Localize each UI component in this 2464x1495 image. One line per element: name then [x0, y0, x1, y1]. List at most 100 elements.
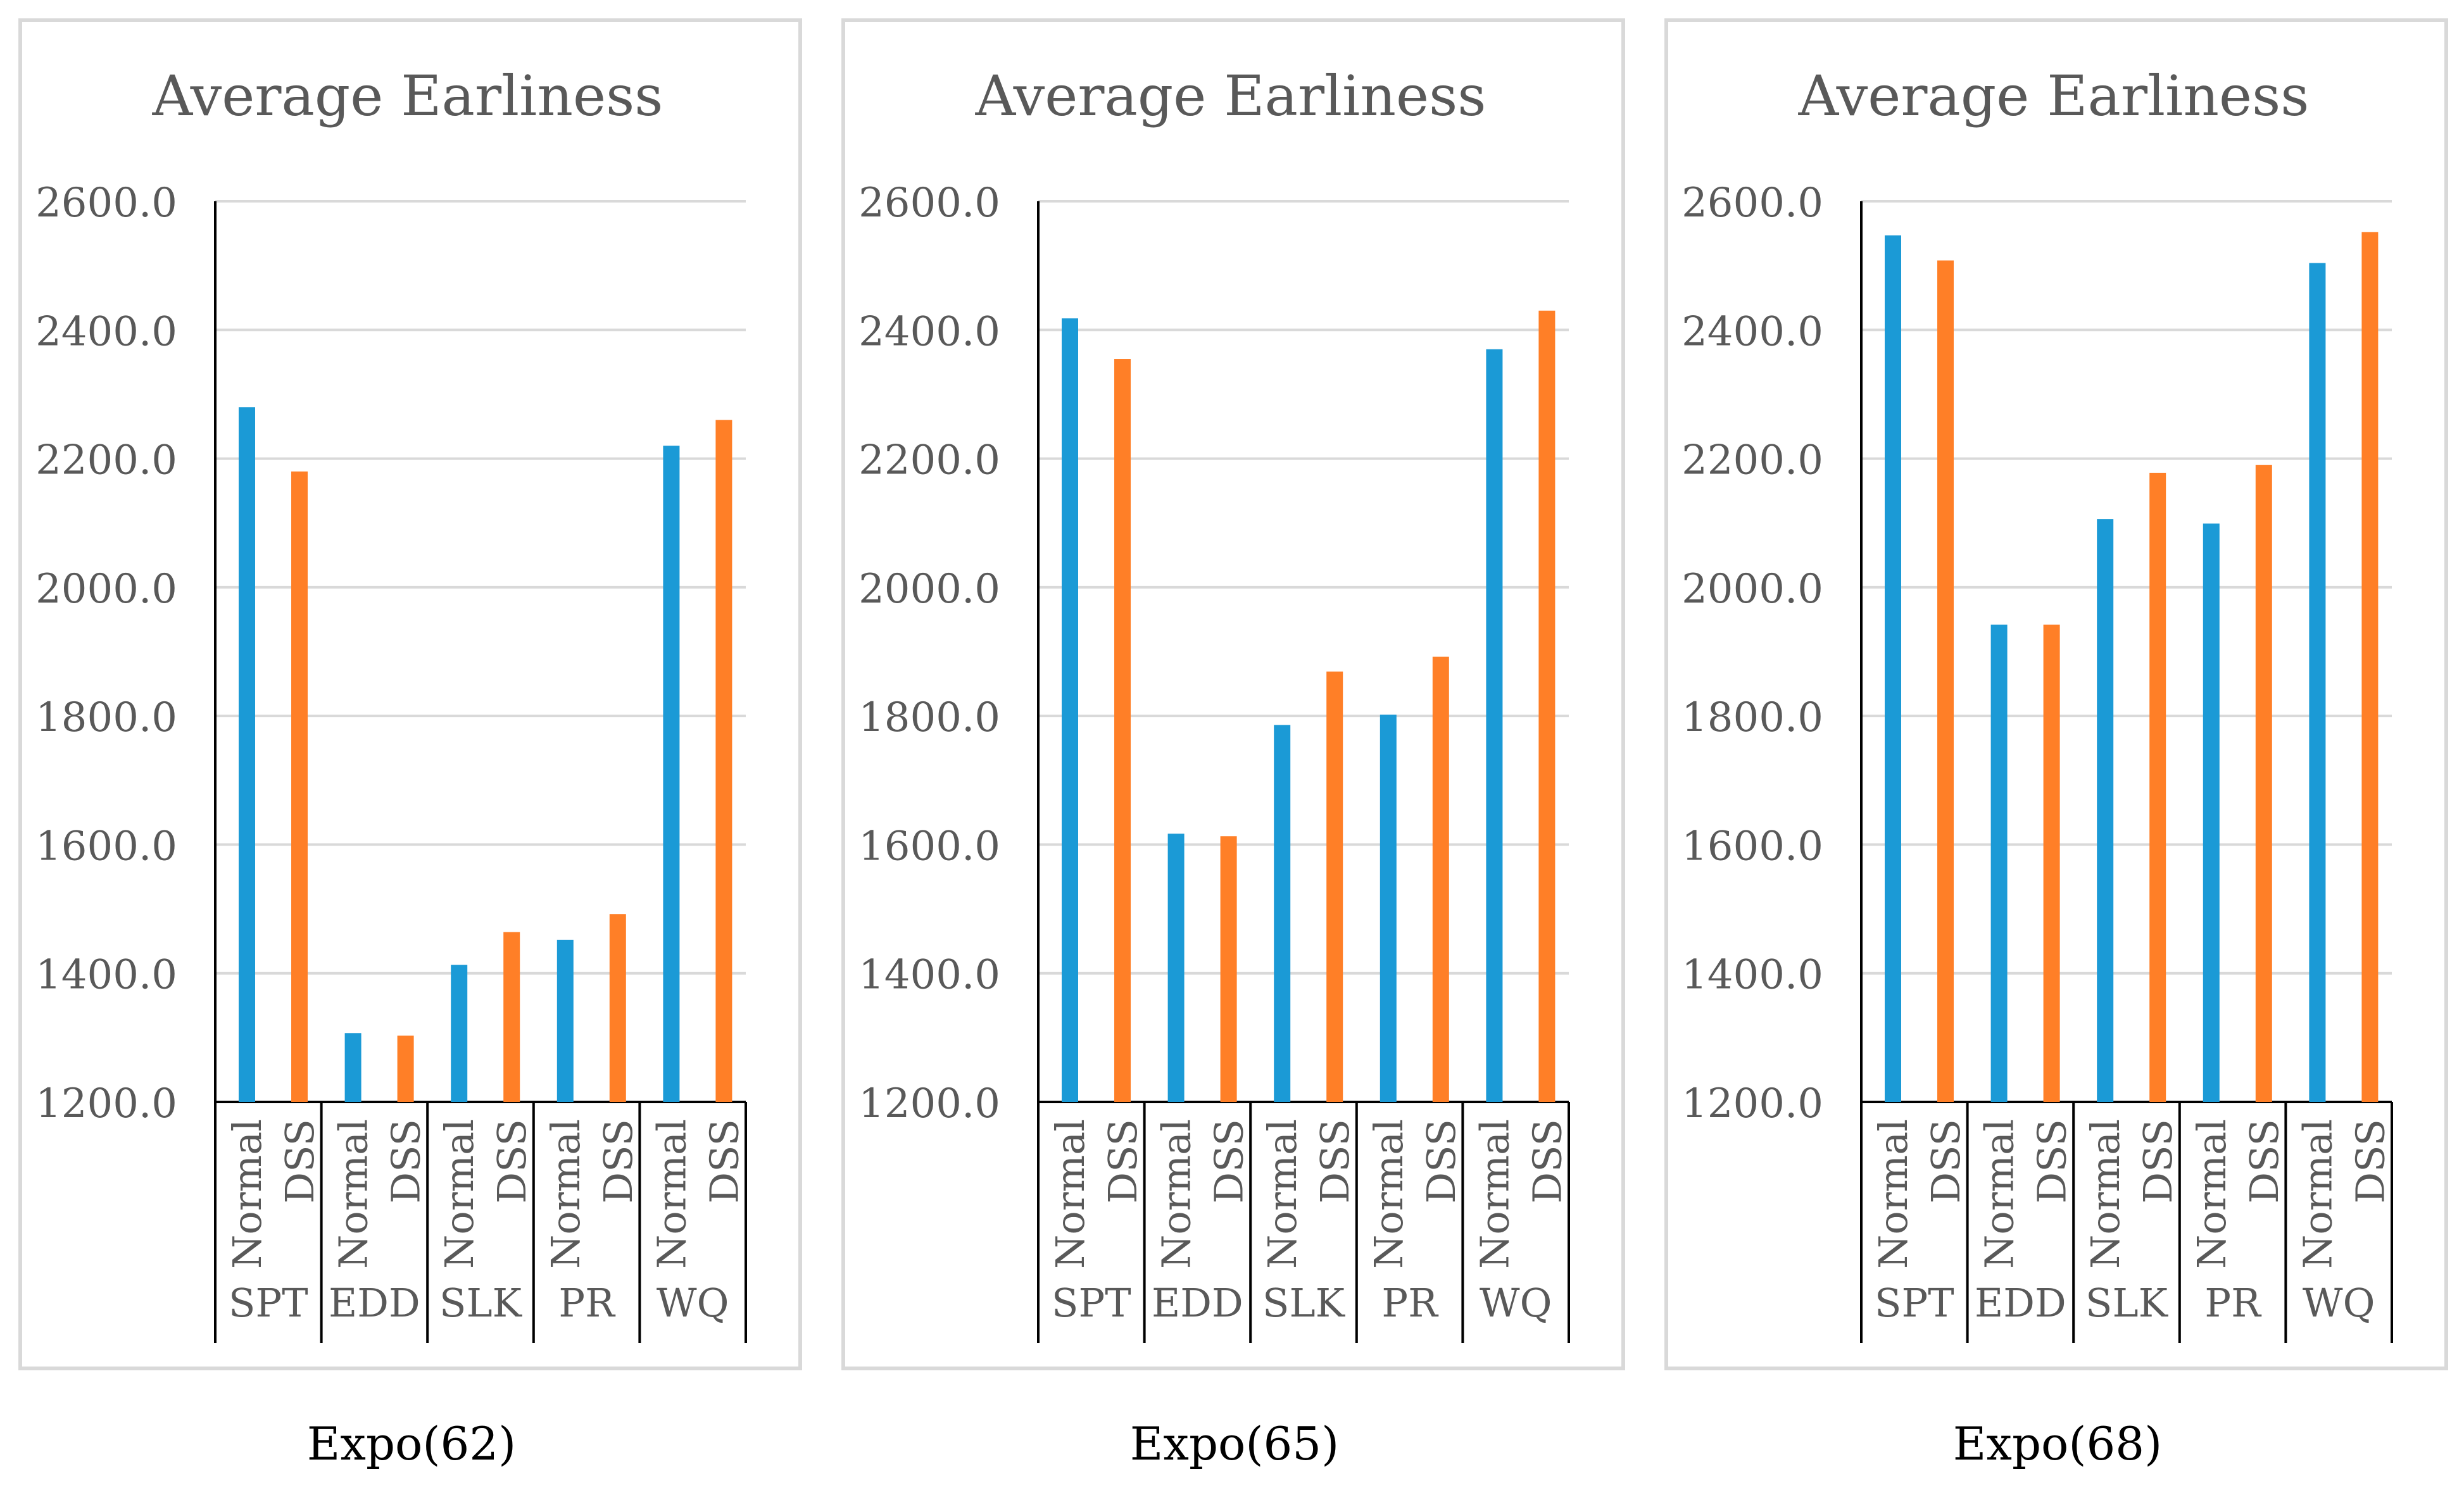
group-label-slk: SLK	[2085, 1280, 2169, 1326]
series-label-normal: Normal	[436, 1119, 482, 1269]
bar-normal-wq	[2309, 263, 2326, 1102]
y-tick-label: 1800.0	[1681, 694, 1823, 741]
bar-normal-edd	[1167, 834, 1185, 1102]
series-label-normal: Normal	[1259, 1119, 1305, 1269]
bar-normal-pr	[556, 939, 574, 1102]
chart-caption: Expo(65)	[1130, 1417, 1339, 1470]
bar-dss-wq	[2361, 232, 2379, 1102]
series-label-normal: Normal	[330, 1119, 377, 1269]
y-tick-label: 1400.0	[1681, 952, 1823, 999]
series-label-dss: DSS	[2029, 1119, 2075, 1204]
bar-normal-slk	[451, 965, 468, 1102]
y-tick-label: 2400.0	[35, 308, 177, 355]
series-label-normal: Normal	[224, 1119, 270, 1269]
y-tick-label: 2600.0	[858, 180, 1000, 227]
group-label-edd: EDD	[329, 1280, 420, 1326]
series-label-dss: DSS	[1100, 1119, 1146, 1204]
group-label-spt: SPT	[229, 1280, 308, 1326]
bar-normal-slk	[2097, 519, 2114, 1102]
chart-caption: Expo(62)	[307, 1417, 516, 1470]
series-label-dss: DSS	[595, 1119, 641, 1204]
y-tick-label: 2000.0	[35, 566, 177, 613]
y-tick-label: 1400.0	[858, 952, 1000, 999]
y-tick-label: 2200.0	[858, 437, 1000, 484]
group-label-pr: PR	[1381, 1280, 1439, 1326]
bar-dss-slk	[2149, 472, 2166, 1102]
series-label-normal: Normal	[1471, 1119, 1518, 1269]
y-tick-label: 1200.0	[35, 1080, 177, 1127]
chart-panel-1: Average Earliness 2600.0 2400.0 2200.0 2000.…	[18, 18, 802, 1470]
y-tick-label: 2400.0	[858, 308, 1000, 355]
group-label-edd: EDD	[1152, 1280, 1243, 1326]
group-label-wq: WQ	[2303, 1280, 2375, 1326]
y-tick-label: 2600.0	[1681, 180, 1823, 227]
group-label-wq: WQ	[1480, 1280, 1552, 1326]
bar-normal-edd	[1990, 624, 2008, 1102]
bar-normal-spt	[1885, 235, 1901, 1102]
bar-dss-pr	[2255, 465, 2272, 1102]
chart-title: Average Earliness	[1798, 63, 2310, 128]
series-label-dss: DSS	[1312, 1119, 1358, 1204]
y-tick-label: 1600.0	[35, 823, 177, 870]
y-tick-label: 1600.0	[1681, 823, 1823, 870]
group-label-spt: SPT	[1052, 1280, 1131, 1326]
bar-dss-edd	[2043, 624, 2060, 1102]
series-label-dss: DSS	[1923, 1119, 1969, 1204]
bar-dss-slk	[1326, 672, 1343, 1102]
group-label-pr: PR	[558, 1280, 616, 1326]
series-label-normal: Normal	[1366, 1119, 1412, 1269]
y-tick-label: 1200.0	[858, 1080, 1000, 1127]
series-label-dss: DSS	[2241, 1119, 2287, 1204]
y-tick-label: 2000.0	[858, 566, 1000, 613]
chart-title: Average Earliness	[975, 63, 1487, 128]
y-tick-label: 1200.0	[1681, 1080, 1823, 1127]
bar-normal-wq	[663, 446, 680, 1102]
bar-dss-slk	[503, 932, 520, 1102]
y-tick-label: 1400.0	[35, 952, 177, 999]
chart-panel-2: Average Earliness 2600.0 2400.0 2200.0 2000.…	[841, 18, 1625, 1470]
group-label-edd: EDD	[1975, 1280, 2066, 1326]
series-label-dss: DSS	[489, 1119, 535, 1204]
series-label-dss: DSS	[1418, 1119, 1464, 1204]
series-label-normal: Normal	[648, 1119, 695, 1269]
series-label-normal: Normal	[543, 1119, 589, 1269]
series-label-normal: Normal	[1047, 1119, 1093, 1269]
bar-normal-slk	[1274, 725, 1291, 1102]
group-label-spt: SPT	[1875, 1280, 1954, 1326]
bar-dss-edd	[397, 1035, 414, 1102]
bar-dss-spt	[291, 471, 308, 1102]
series-label-dss: DSS	[1524, 1119, 1570, 1204]
y-tick-label: 2400.0	[1681, 308, 1823, 355]
y-tick-label: 2200.0	[35, 437, 177, 484]
y-tick-label: 2200.0	[1681, 437, 1823, 484]
y-tick-label: 1800.0	[35, 694, 177, 741]
chart-title: Average Earliness	[152, 63, 663, 128]
bar-dss-spt	[1114, 359, 1131, 1102]
series-label-dss: DSS	[2135, 1119, 2181, 1204]
y-tick-label: 2000.0	[1681, 566, 1823, 613]
group-label-pr: PR	[2204, 1280, 2262, 1326]
bar-dss-spt	[1937, 260, 1954, 1102]
bar-dss-edd	[1220, 836, 1237, 1102]
bar-dss-wq	[715, 420, 732, 1102]
series-label-normal: Normal	[2082, 1119, 2128, 1269]
series-label-dss: DSS	[701, 1119, 747, 1204]
bar-normal-spt	[1062, 318, 1078, 1102]
bar-dss-pr	[1432, 656, 1449, 1102]
y-tick-label: 1800.0	[858, 694, 1000, 741]
series-label-normal: Normal	[1977, 1119, 2023, 1269]
series-label-normal: Normal	[2189, 1119, 2235, 1269]
y-tick-label: 2600.0	[35, 180, 177, 227]
bar-normal-edd	[344, 1033, 361, 1102]
group-label-slk: SLK	[439, 1280, 523, 1326]
bar-dss-wq	[1538, 310, 1556, 1102]
series-label-normal: Normal	[2294, 1119, 2341, 1269]
group-label-slk: SLK	[1262, 1280, 1346, 1326]
bar-normal-pr	[1380, 715, 1397, 1102]
series-label-dss: DSS	[1206, 1119, 1252, 1204]
series-label-normal: Normal	[1870, 1119, 1916, 1269]
series-label-dss: DSS	[277, 1119, 323, 1204]
series-label-normal: Normal	[1153, 1119, 1200, 1269]
chart-caption: Expo(68)	[1953, 1417, 2162, 1470]
y-tick-label: 1600.0	[858, 823, 1000, 870]
